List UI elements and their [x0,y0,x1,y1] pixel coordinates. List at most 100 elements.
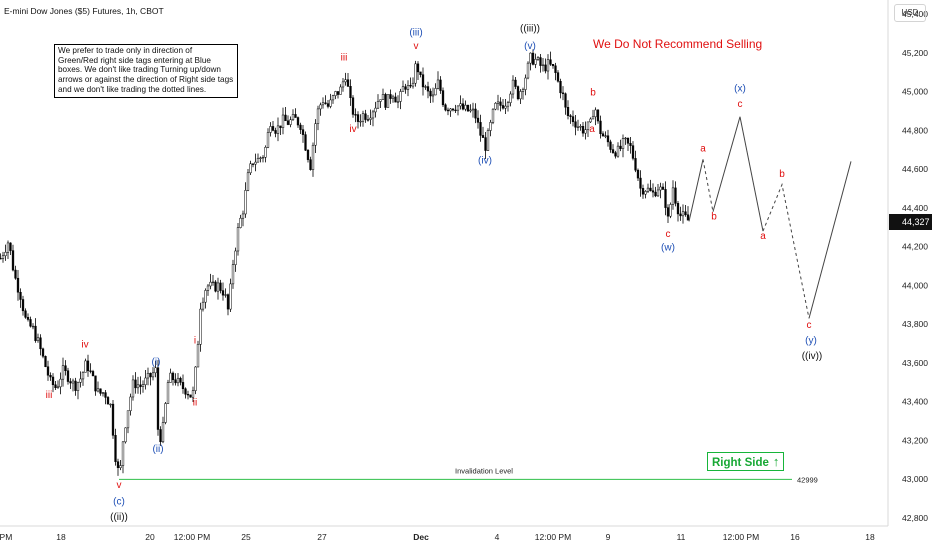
candle-body [96,388,100,392]
candle-body [354,114,357,116]
candle-body [279,125,282,128]
candle-body [629,143,632,146]
candle-body [396,101,400,103]
candle-body [641,188,645,195]
candle-body [474,108,477,119]
candle-body [311,144,315,170]
candle-body [436,79,440,89]
candle-body [554,65,557,73]
currency-button[interactable]: USD [894,4,926,22]
candle-body [171,372,175,380]
candle-body [636,169,640,179]
candle-body [679,213,682,217]
y-tick-label: 44,000 [902,280,928,290]
candle-body [484,137,487,151]
candle-body [444,104,447,111]
candle-body [376,101,380,109]
invalidation-label: Invalidation Level [455,466,513,475]
candle-body [516,86,520,100]
candle-body [231,264,235,285]
candle-body [299,124,302,130]
candle-body [549,59,552,65]
candle-body [44,356,47,367]
candle-body [426,86,430,92]
candle-body [259,157,262,159]
candle-body [684,211,687,215]
candle-body [356,114,360,122]
wave-label: (iv) [478,155,492,166]
wave-label: v [117,480,122,491]
candle-body [151,372,155,378]
candle-body [249,163,252,174]
trading-note: We prefer to trade only in direction of … [54,44,238,98]
candle-body [256,157,260,163]
candle-body [524,77,527,90]
candle-body [561,92,565,94]
candle-body [126,410,130,429]
candle-body [531,52,535,65]
candle-body [226,294,230,310]
y-tick-label: 43,000 [902,474,928,484]
candle-body [186,393,190,396]
candle-body [46,366,50,376]
candle-body [326,103,330,107]
candle-body [204,290,207,303]
candle-body [406,85,410,90]
wave-label: iii [46,390,53,401]
candle-body [686,214,690,221]
candle-body [139,384,142,387]
candle-body [331,95,335,101]
candle-body [196,344,200,368]
candle-body [201,301,205,310]
wave-label: (iii) [409,27,422,38]
invalidation-value: 42999 [797,475,818,484]
candle-body [49,375,52,378]
candle-body [606,135,610,143]
candle-body [551,64,555,67]
candle-body [206,285,210,291]
candle-body [511,79,515,95]
x-tick-label: 20 [145,532,155,542]
candle-body [431,94,435,97]
candle-body [146,372,150,379]
candle-body [644,191,647,195]
candle-body [594,109,597,118]
candle-body [624,137,627,140]
candle-body [241,213,245,219]
candle-body [344,79,347,83]
candle-body [446,109,450,112]
candle-body [319,104,322,110]
candle-body [26,317,30,320]
candle-body [104,392,107,398]
candle-body [569,115,572,117]
candle-body [564,93,567,108]
candle-body [76,382,80,391]
wave-label: i [194,336,196,347]
candle-body [576,126,580,128]
candle-body [371,111,375,119]
candle-body [509,93,512,103]
candle-body [341,81,345,88]
candle-body [621,138,625,149]
candle-body [574,121,577,128]
candle-body [71,380,75,384]
candle-body [66,370,70,382]
candle-body [131,379,135,398]
candle-body [324,102,327,104]
candle-body [189,394,192,398]
candle-body [166,382,170,404]
x-tick-label: Dec [413,532,429,542]
last-price-box [889,213,932,230]
candle-body [289,119,292,125]
wave-label: a [760,231,766,242]
candle-body [316,108,320,124]
candle-body [571,116,575,122]
candle-body [556,72,560,82]
candle-body [81,372,85,380]
projection-solid-a [688,159,704,222]
candle-body [661,186,665,190]
candle-body [286,120,290,125]
candle-body [16,277,20,293]
